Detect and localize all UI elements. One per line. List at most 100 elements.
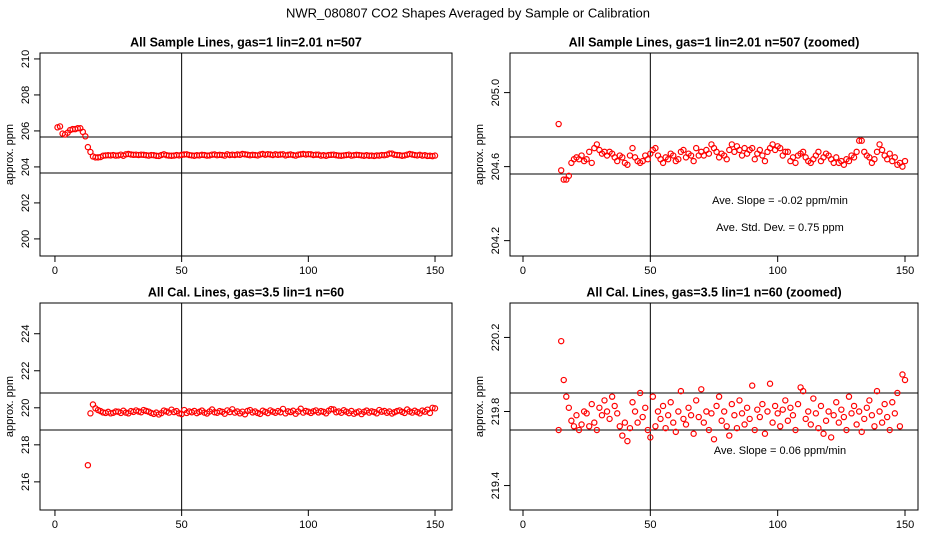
point	[754, 406, 761, 413]
point	[889, 399, 896, 406]
annotation: Ave. Std. Dev. = 0.75 ppm	[716, 222, 844, 234]
point	[817, 402, 825, 410]
point	[761, 157, 769, 165]
point	[891, 154, 899, 161]
point	[87, 410, 94, 417]
point	[568, 417, 575, 424]
plot-frame	[39, 52, 453, 257]
plot-frame	[509, 302, 919, 511]
point	[692, 144, 700, 152]
x-tick-label: 50	[644, 519, 656, 531]
point	[583, 156, 590, 163]
point	[749, 144, 756, 152]
point	[891, 410, 899, 417]
point	[636, 389, 644, 397]
point	[853, 148, 860, 156]
plot-area	[510, 303, 918, 510]
point	[901, 157, 909, 165]
point	[815, 424, 822, 432]
plot-frame	[39, 302, 453, 511]
point	[764, 408, 771, 415]
x-tick-label: 50	[176, 519, 188, 531]
point	[799, 148, 807, 156]
y-tick-label: 204	[20, 158, 32, 176]
point	[631, 408, 639, 415]
plot-area	[40, 53, 452, 256]
y-tick-label: 220	[20, 399, 32, 417]
point	[555, 426, 562, 434]
point	[629, 399, 636, 406]
point	[850, 154, 858, 161]
point	[850, 402, 858, 410]
point	[792, 159, 799, 167]
y-tick-label: 219.8	[490, 398, 502, 426]
point	[799, 387, 807, 395]
y-axis-label: approx. ppm	[4, 376, 16, 437]
y-tick-label: 220.2	[490, 324, 502, 352]
point	[802, 415, 809, 423]
point	[675, 408, 682, 415]
y-tick-label: 222	[20, 362, 32, 380]
point	[56, 123, 64, 130]
point	[708, 410, 715, 417]
point	[756, 146, 764, 154]
point	[883, 413, 891, 421]
point	[810, 395, 817, 402]
point	[692, 397, 700, 404]
point	[771, 402, 779, 410]
point	[621, 419, 629, 426]
point	[789, 412, 797, 419]
point	[652, 423, 659, 430]
plot-frame	[509, 52, 919, 257]
point	[738, 152, 746, 159]
point	[827, 434, 835, 441]
point	[84, 461, 92, 469]
point	[588, 159, 595, 167]
point	[705, 426, 713, 434]
point	[593, 141, 601, 148]
y-tick-label: 224	[20, 325, 32, 343]
point	[619, 432, 626, 439]
point	[555, 120, 562, 128]
point	[855, 137, 863, 144]
y-tick-label: 200	[20, 230, 32, 248]
point	[591, 419, 598, 426]
point	[886, 150, 893, 157]
x-tick-label: 0	[520, 519, 526, 531]
y-tick-label: 206	[20, 122, 32, 140]
annotation: Ave. Slope = -0.02 ppm/min	[712, 195, 848, 207]
panel-title: All Cal. Lines, gas=3.5 lin=1 n=60	[148, 285, 344, 299]
point	[878, 419, 886, 426]
point	[642, 404, 649, 411]
point	[723, 156, 730, 163]
point	[713, 402, 720, 410]
point	[670, 419, 677, 426]
point	[720, 408, 728, 415]
y-axis-label: approx. ppm	[4, 124, 16, 185]
point	[700, 419, 708, 426]
point	[611, 402, 618, 410]
point	[652, 144, 659, 152]
point	[431, 405, 439, 412]
point	[662, 424, 669, 432]
point	[573, 412, 580, 419]
point	[687, 152, 695, 159]
annotation: Ave. Slope = 0.06 ppm/min	[714, 445, 846, 457]
point	[695, 413, 702, 421]
y-tick-label: 219.4	[490, 472, 502, 500]
point	[863, 404, 871, 411]
point	[675, 156, 682, 163]
point	[557, 337, 565, 345]
point	[639, 413, 646, 421]
figure-title: NWR_080807 CO2 Shapes Averaged by Sample…	[286, 5, 650, 20]
point	[866, 397, 873, 404]
panel-title: All Cal. Lines, gas=3.5 lin=1 n=60 (zoom…	[586, 285, 841, 299]
point	[777, 144, 784, 152]
point	[680, 146, 687, 154]
point	[896, 423, 904, 430]
point	[779, 406, 786, 413]
point	[616, 423, 623, 430]
point	[644, 426, 651, 434]
point	[82, 133, 89, 140]
point	[853, 421, 860, 428]
